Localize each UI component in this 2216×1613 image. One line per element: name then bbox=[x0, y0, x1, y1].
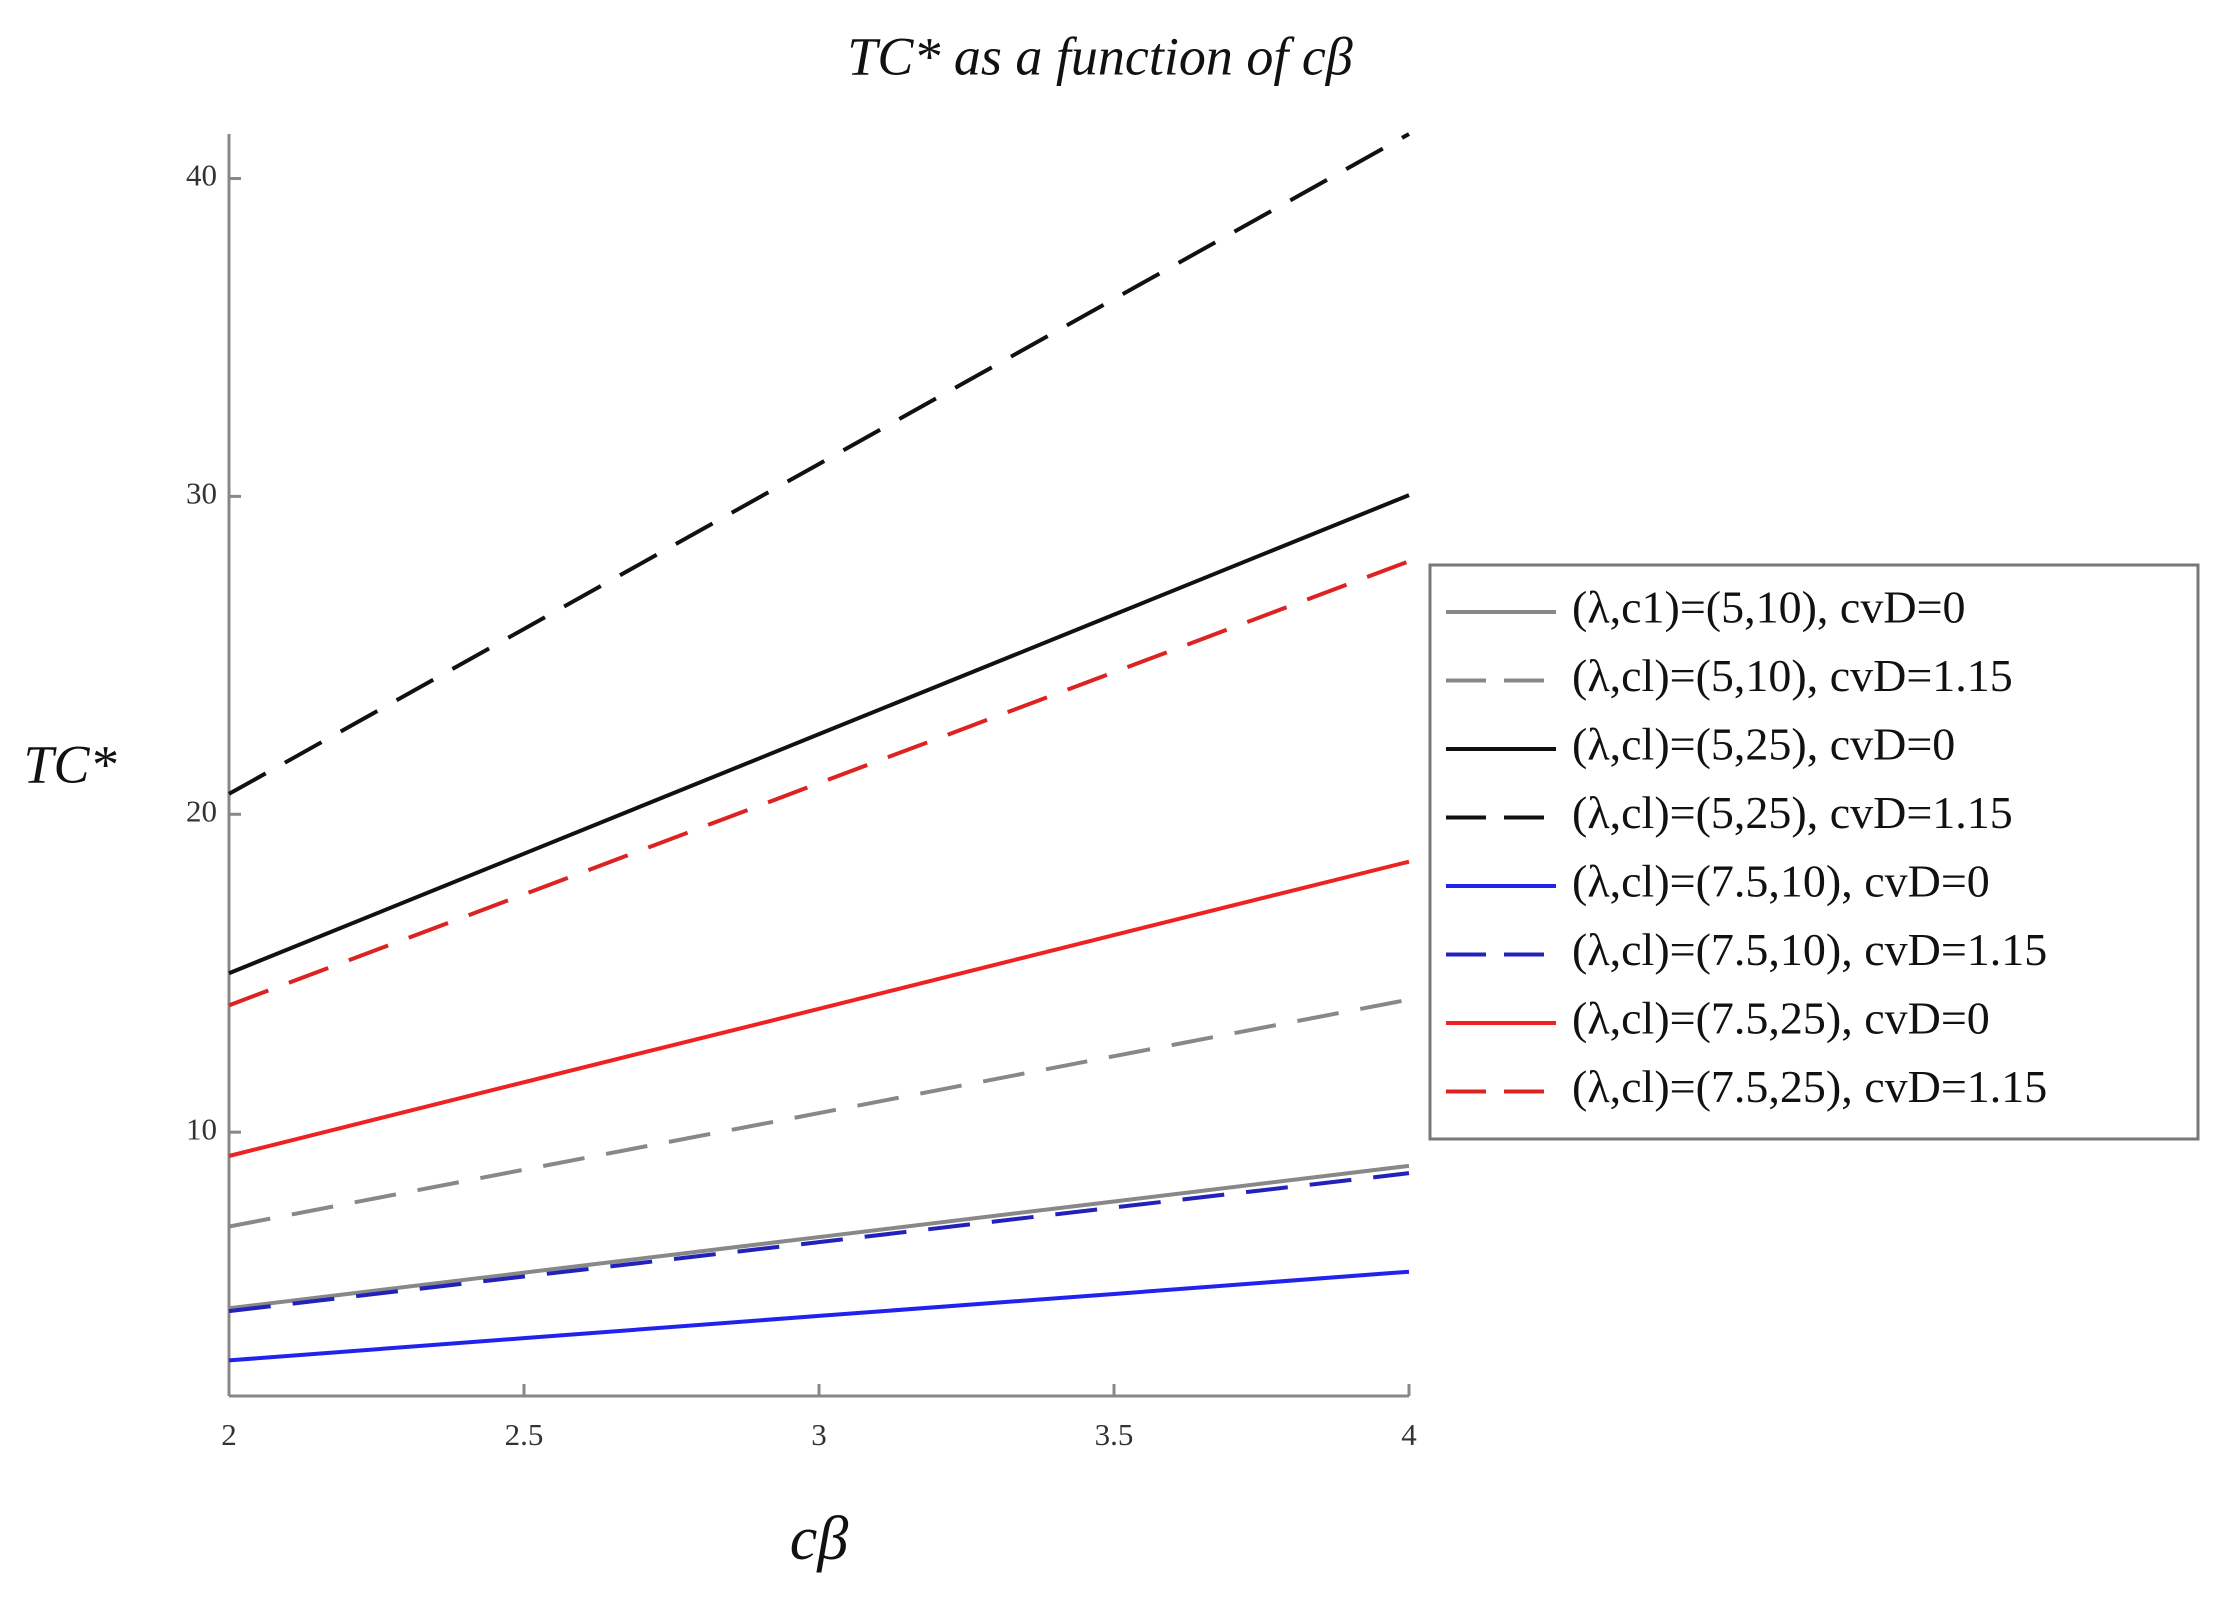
legend-label: (λ,c1)=(5,10), cvD=0 bbox=[1572, 582, 1966, 633]
legend-label: (λ,cl)=(7.5,25), cvD=1.15 bbox=[1572, 1061, 2047, 1112]
chart-title: TC* as a function of cβ bbox=[847, 26, 1353, 86]
legend-label: (λ,cl)=(5,25), cvD=1.15 bbox=[1572, 787, 2013, 838]
x-axis-label: cβ bbox=[790, 1505, 849, 1573]
series-line bbox=[228, 859, 1410, 1158]
legend-box bbox=[1428, 563, 2200, 1141]
y-tick-label: 20 bbox=[186, 793, 217, 828]
x-tick-label: 2 bbox=[221, 1417, 237, 1452]
legend-label: (λ,cl)=(7.5,10), cvD=0 bbox=[1572, 856, 1990, 907]
series-line bbox=[228, 493, 1410, 976]
legend-label: (λ,cl)=(5,25), cvD=0 bbox=[1572, 719, 1955, 770]
legend-label: (λ,cl)=(5,10), cvD=1.15 bbox=[1572, 650, 2013, 701]
series-line bbox=[228, 559, 1410, 1008]
x-tick-label: 2.5 bbox=[505, 1417, 544, 1452]
legend-label: (λ,cl)=(7.5,10), cvD=1.15 bbox=[1572, 924, 2047, 975]
series-line bbox=[228, 1171, 1410, 1314]
y-tick-label: 10 bbox=[186, 1111, 217, 1146]
series-line bbox=[228, 1269, 1410, 1363]
series-line bbox=[228, 1163, 1410, 1311]
x-tick-label: 4 bbox=[1401, 1417, 1417, 1452]
y-tick-label: 40 bbox=[186, 158, 217, 193]
series-line bbox=[228, 132, 1410, 796]
x-tick-label: 3 bbox=[811, 1417, 827, 1452]
x-tick-label: 3.5 bbox=[1095, 1417, 1134, 1452]
legend-label: (λ,cl)=(7.5,25), cvD=0 bbox=[1572, 993, 1990, 1044]
y-tick-label: 30 bbox=[186, 475, 217, 510]
series-line bbox=[228, 997, 1410, 1229]
y-axis-label: TC* bbox=[23, 734, 116, 794]
